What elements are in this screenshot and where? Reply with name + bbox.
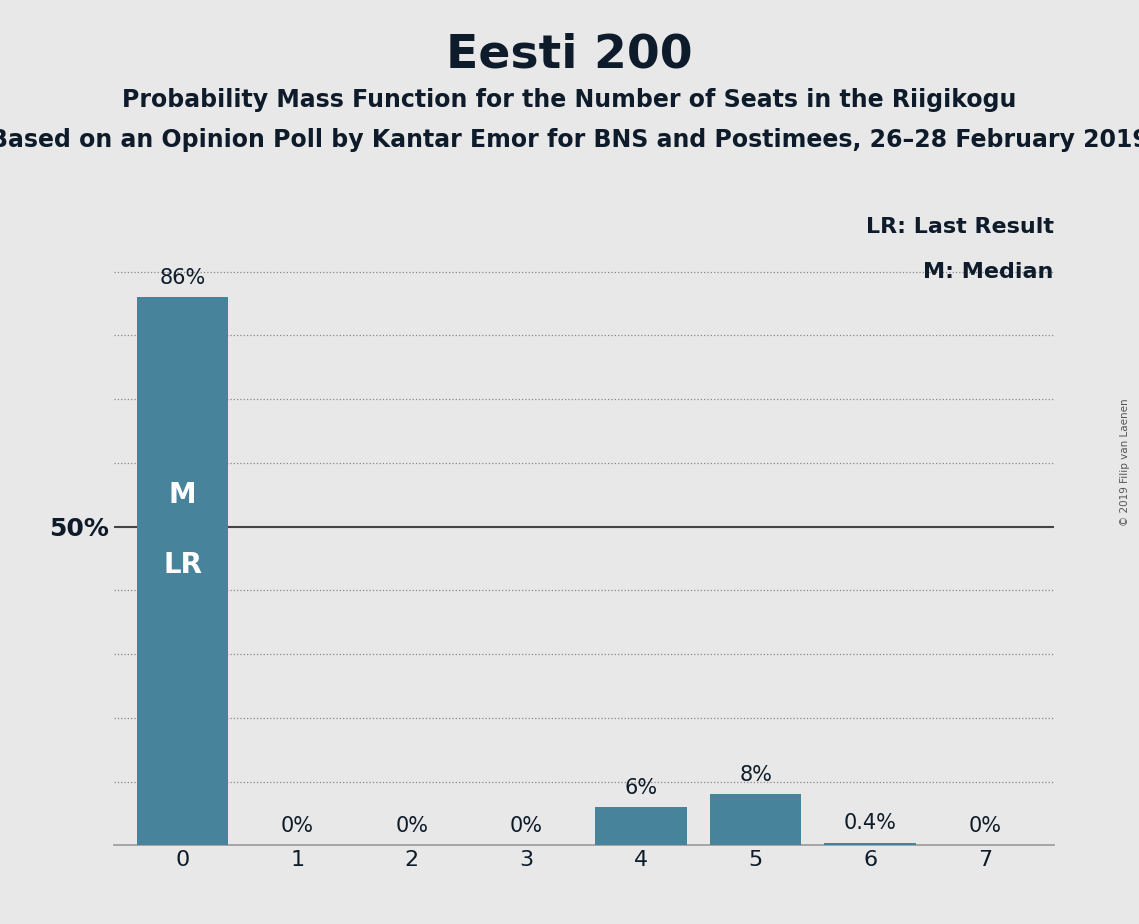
Bar (137, 298, 229, 845)
Bar (710, 795, 802, 845)
Text: Eesti 200: Eesti 200 (446, 32, 693, 78)
Text: 86%: 86% (159, 268, 206, 287)
Text: © 2019 Filip van Laenen: © 2019 Filip van Laenen (1121, 398, 1130, 526)
Text: LR: Last Result: LR: Last Result (866, 217, 1054, 237)
Text: Based on an Opinion Poll by Kantar Emor for BNS and Postimees, 26–28 February 20: Based on an Opinion Poll by Kantar Emor … (0, 128, 1139, 152)
Text: 8%: 8% (739, 765, 772, 784)
Text: 0.4%: 0.4% (844, 813, 896, 833)
Text: 0%: 0% (395, 816, 428, 836)
Text: 6%: 6% (624, 778, 657, 797)
Text: 0%: 0% (968, 816, 1001, 836)
Text: M: M (169, 480, 196, 509)
Bar (596, 808, 687, 845)
Text: Probability Mass Function for the Number of Seats in the Riigikogu: Probability Mass Function for the Number… (122, 88, 1017, 112)
Text: M: Median: M: Median (924, 262, 1054, 282)
Text: 0%: 0% (510, 816, 543, 836)
Bar (825, 843, 916, 845)
Text: LR: LR (163, 551, 202, 579)
Text: 0%: 0% (280, 816, 313, 836)
